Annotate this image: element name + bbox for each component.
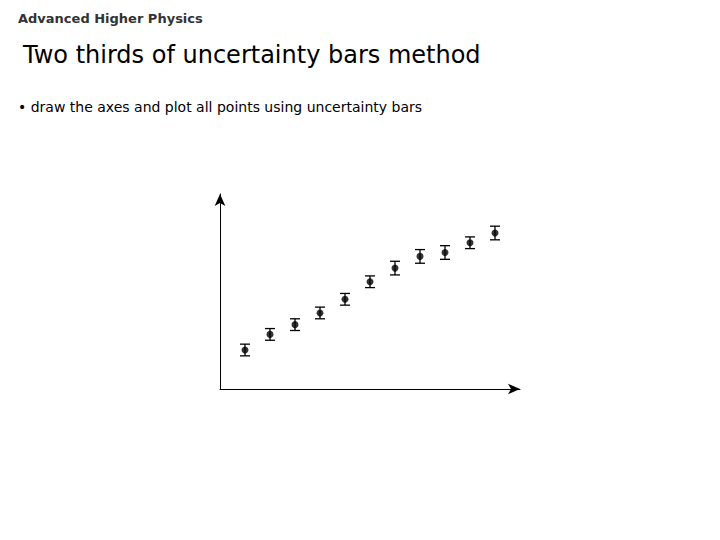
svg-text:• draw the axes and plot all p: • draw the axes and plot all points usin… bbox=[18, 99, 422, 115]
svg-text:Advanced Higher Physics: Advanced Higher Physics bbox=[18, 11, 203, 26]
svg-text:Two thirds of uncertainty bars: Two thirds of uncertainty bars method bbox=[22, 41, 481, 69]
